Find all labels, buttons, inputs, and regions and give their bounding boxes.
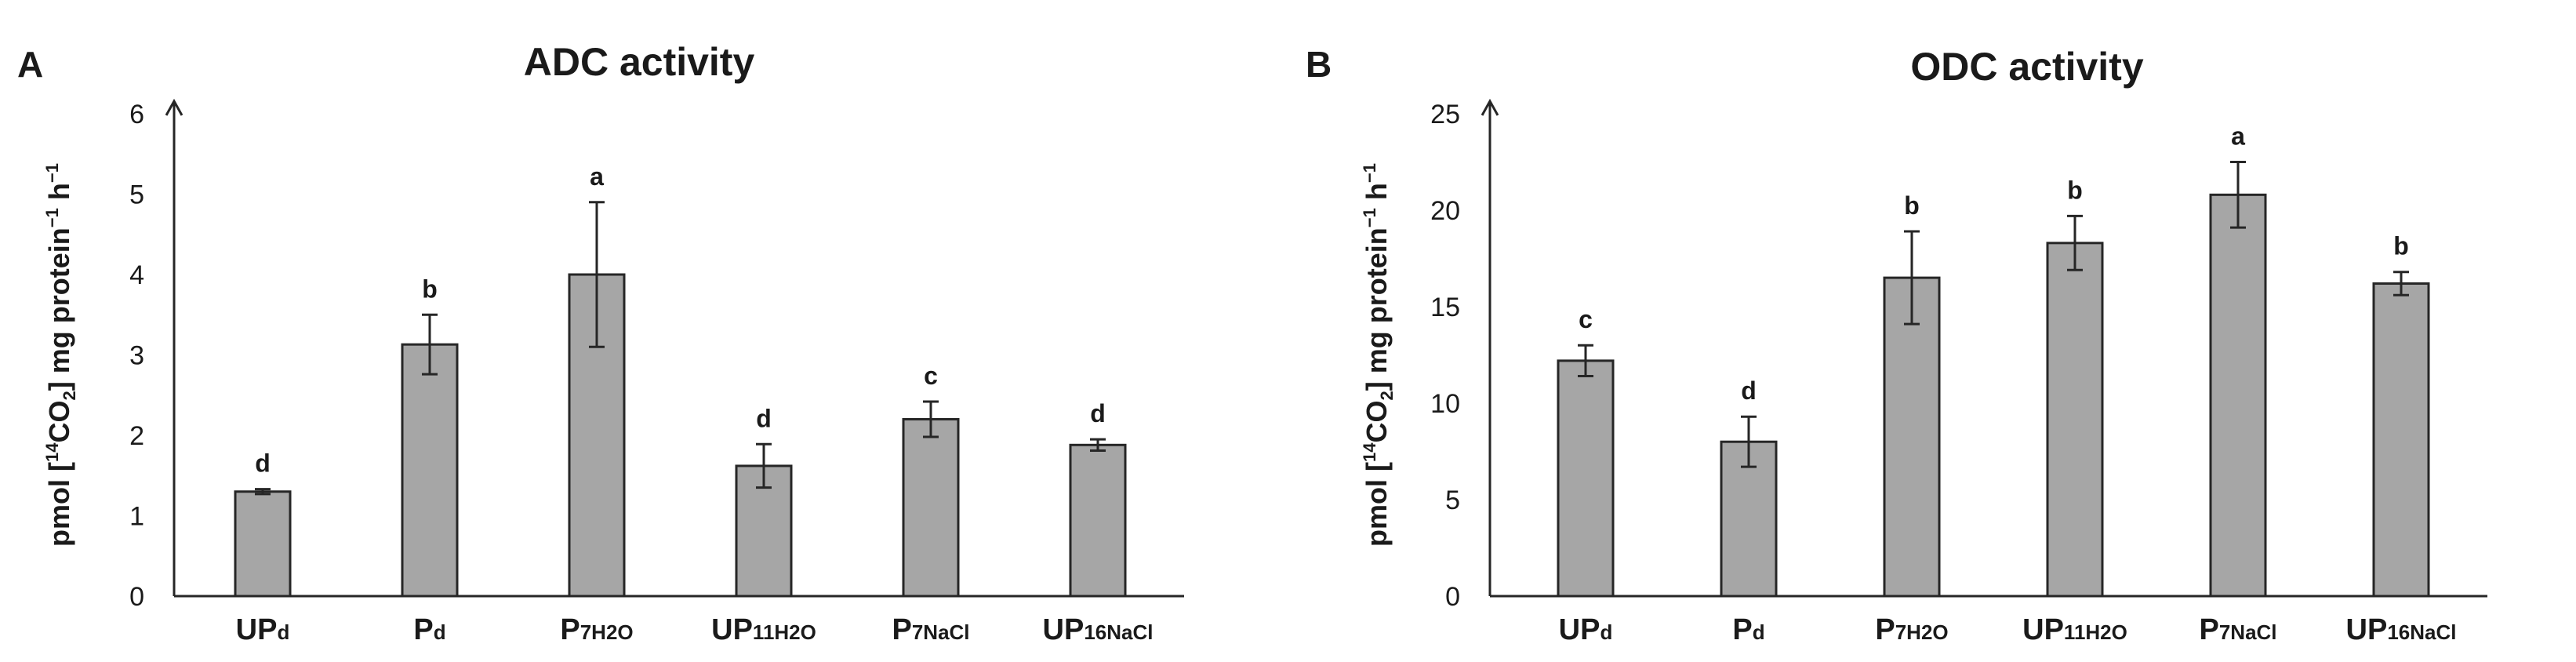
panel-b-y-tick-label: 5 <box>1445 486 1460 515</box>
panel-b-significance-letter: b <box>2393 232 2409 260</box>
panel-b-bar <box>2046 242 2104 598</box>
panel-b-y-tick-label: 20 <box>1430 196 1460 226</box>
panel-b-error-bar <box>1578 344 1593 378</box>
panel-a-significance-letter: d <box>756 404 772 432</box>
panel-a-y-axis-arrow <box>165 98 183 116</box>
panel-b-category-label: UP16NaCl <box>2346 613 2457 646</box>
panel-a-category-label: UP16NaCl <box>1043 613 1154 646</box>
panel-a-letter: A <box>17 44 43 85</box>
panel-a-error-bar <box>255 488 271 496</box>
panel-b-letter: B <box>1306 44 1332 85</box>
panel-b-category-label: P7NaCl <box>2199 613 2276 646</box>
panel-b-significance-letter: c <box>1579 305 1593 333</box>
panel-a-error-bar <box>923 400 939 438</box>
panel-b-bar <box>1557 359 1615 598</box>
panel-a-y-tick-label: 1 <box>129 502 144 532</box>
panel-b-error-bar <box>2393 271 2409 296</box>
panel-a-significance-letter: d <box>255 449 271 478</box>
panel-a-category-label: Pd <box>413 613 445 646</box>
panel-b-significance-letter: b <box>1904 191 1920 220</box>
panel-a-error-bar <box>589 201 605 348</box>
panel-a-y-tick-label: 0 <box>129 582 144 612</box>
panel-b-y-tick-label: 0 <box>1445 582 1460 612</box>
panel-a-error-bar <box>756 442 772 489</box>
panel-b-bar <box>2209 193 2267 598</box>
panel-a-y-tick-label: 2 <box>129 421 144 451</box>
panel-b-significance-letter: b <box>2067 176 2083 204</box>
panel-b-error-bar <box>1741 415 1757 468</box>
panel-b-bar <box>2372 282 2430 598</box>
panel-a-bar <box>401 343 459 598</box>
panel-a-error-bar <box>1090 438 1106 452</box>
panel-a-category-label: UP11H2O <box>711 613 816 646</box>
panel-b-significance-letter: a <box>2231 122 2245 151</box>
panel-a-significance-letter: d <box>1090 399 1106 427</box>
panel-b-y-axis-label: pmol [14CO2] mg protein−1 h−1 <box>1360 163 1397 547</box>
panel-a-significance-letter: c <box>924 362 938 390</box>
panel-b-y-tick-label: 25 <box>1430 100 1460 129</box>
panel-b-y-tick-label: 15 <box>1430 293 1460 322</box>
panel-b-bar <box>1883 276 1941 598</box>
panel-b-error-bar <box>1904 230 1920 326</box>
panel-a-y-tick-label: 4 <box>129 260 144 290</box>
panel-b-significance-letter: d <box>1741 376 1757 405</box>
panel-b: B ODC activity pmol [14CO2] mg protein−1 h… <box>1306 44 2487 646</box>
panel-b-title: ODC activity <box>1910 45 2144 89</box>
panel-a-y-axis-label: pmol [14CO2] mg protein−1 h−1 <box>42 163 79 547</box>
panel-a-significance-letter: b <box>422 275 438 303</box>
panel-b-y-axis-arrow <box>1481 98 1499 116</box>
panel-b-category-label: UPd <box>1559 613 1613 646</box>
panel-a-significance-letter: a <box>590 162 604 191</box>
panel-a-error-bar <box>422 313 438 376</box>
panel-b-error-bar <box>2067 214 2083 271</box>
panel-a-y-tick-label: 5 <box>129 180 144 210</box>
panel-b-category-label: P7H2O <box>1875 613 1948 646</box>
panel-a-y-tick-label: 3 <box>129 341 144 371</box>
panel-b-y-tick-label: 10 <box>1430 389 1460 419</box>
panel-b-error-bar <box>2230 161 2246 229</box>
panel-a-bar <box>234 490 292 598</box>
panel-a-title: ADC activity <box>524 40 755 84</box>
panel-b-category-label: Pd <box>1732 613 1764 646</box>
panel-a-category-label: UPd <box>236 613 290 646</box>
panel-a-bar <box>1069 443 1127 598</box>
panel-a-bar <box>902 418 960 598</box>
panel-a: A ADC activity pmol [14CO2] mg protein−1 h… <box>17 40 1184 646</box>
panel-a-category-label: P7H2O <box>560 613 633 646</box>
panel-a-category-label: P7NaCl <box>892 613 969 646</box>
panel-b-category-label: UP11H2O <box>2022 613 2127 646</box>
panel-a-y-tick-label: 6 <box>129 100 144 129</box>
